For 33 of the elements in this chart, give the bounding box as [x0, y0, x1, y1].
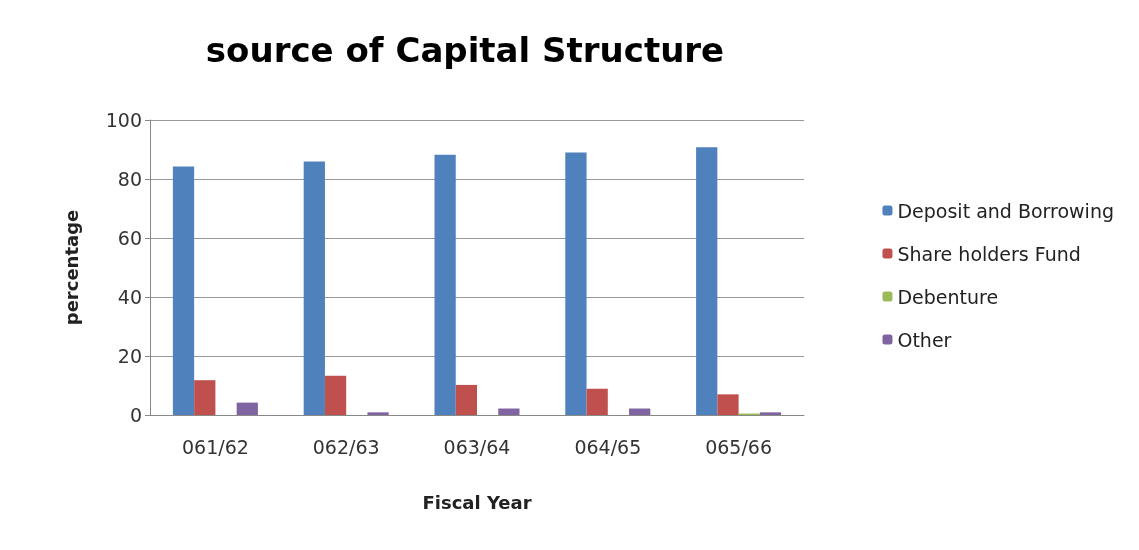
x-tick-label: 063/64	[443, 435, 511, 458]
x-tick-label: 064/65	[574, 435, 642, 458]
bar	[586, 388, 608, 415]
bar	[629, 408, 651, 415]
x-axis-title: Fiscal Year	[422, 491, 532, 513]
y-tick-label: 20	[117, 345, 142, 367]
y-tick-label: 40	[117, 286, 142, 308]
bar	[717, 394, 739, 415]
bar	[303, 161, 325, 415]
bar	[455, 384, 477, 415]
bar	[696, 147, 718, 415]
x-tick-label: 062/63	[312, 435, 380, 458]
y-tick-label: 60	[117, 227, 142, 249]
bar	[194, 380, 216, 415]
bar	[367, 412, 389, 415]
bar	[565, 152, 587, 415]
bar	[759, 412, 782, 415]
legend-label: Debenture	[897, 285, 999, 308]
bar	[324, 375, 347, 415]
legend-label: Other	[897, 328, 952, 351]
bar	[498, 408, 520, 415]
legend-label: Deposit and Borrowing	[897, 199, 1115, 222]
legend-label: Share holders Fund	[897, 242, 1081, 265]
chart-title: source of Capital Structure	[205, 30, 725, 70]
y-tick-label: 80	[117, 168, 142, 190]
bar	[434, 154, 456, 415]
y-axis-title: percentage	[60, 209, 82, 326]
bar	[172, 166, 195, 415]
y-tick-label: 100	[105, 109, 142, 131]
x-tick-label: 061/62	[181, 435, 249, 458]
x-tick-label: 065/66	[705, 435, 773, 458]
bar	[236, 402, 258, 415]
y-tick-label: 0	[129, 404, 142, 426]
